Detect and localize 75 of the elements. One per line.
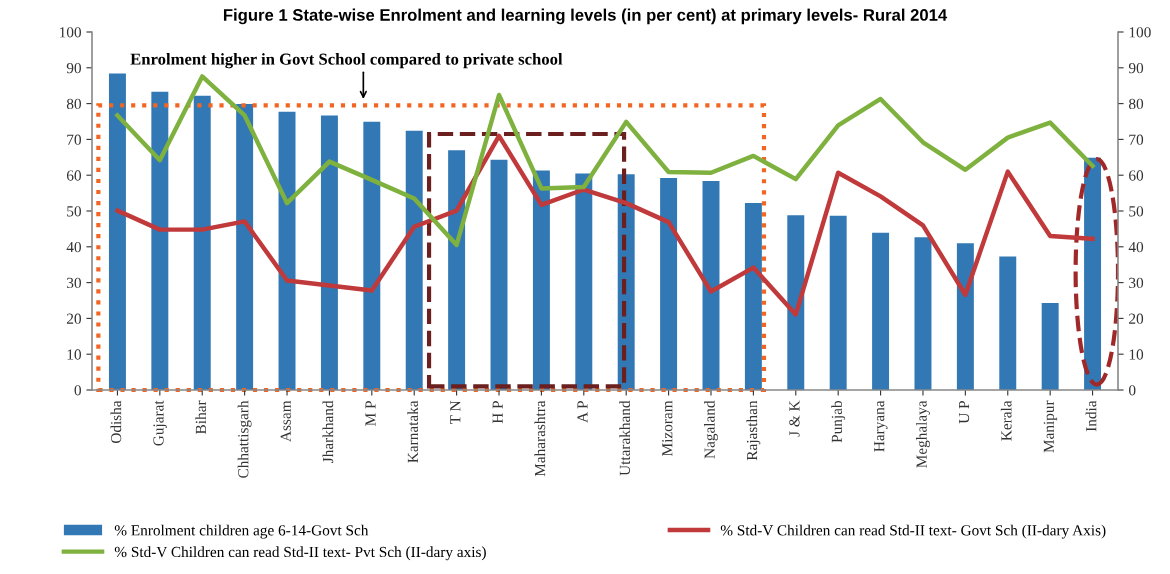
annotation: Enrolment higher in Govt School compared to private school xyxy=(130,53,563,69)
x-tick-label: Bihar xyxy=(195,400,207,434)
x-tick-label: Haryana xyxy=(874,400,888,452)
y-tick-label: 40 xyxy=(66,241,81,253)
bar xyxy=(490,159,508,390)
x-tick-label: Mizoram xyxy=(662,400,673,456)
y-tick-label: 70 xyxy=(67,134,81,145)
bar xyxy=(575,173,593,390)
x-tick-label: Rajasthan xyxy=(746,400,761,461)
legend-label: % Enrolment children age 6-14-Govt Sch xyxy=(114,524,369,539)
bar xyxy=(872,232,890,390)
y-tick-label: 100 xyxy=(60,27,81,38)
bar xyxy=(660,178,678,390)
y2-tick-label: 10 xyxy=(1129,349,1144,360)
x-tick-label: A P xyxy=(577,401,588,423)
x-tick-label: H P xyxy=(492,401,503,424)
y-tick-label: 90 xyxy=(66,62,81,74)
bar xyxy=(320,115,338,390)
x-tick-label: Kerala xyxy=(1000,400,1012,441)
bar xyxy=(744,203,762,390)
x-tick-label: U P xyxy=(959,401,970,424)
bar xyxy=(829,215,847,390)
x-tick-label: Maharashtra xyxy=(534,400,546,477)
y2-tick-label: 100 xyxy=(1129,27,1151,38)
x-tick-label: Odisha xyxy=(110,400,122,444)
x-tick-label: M P xyxy=(365,401,376,426)
x-tick-label: Manipur xyxy=(1043,400,1058,453)
legend-label: % Std-V Children can read Std-II text- Pvt Sch (II-dary axis) xyxy=(114,546,486,561)
x-tick-label: Meghalaya xyxy=(916,400,930,468)
x-tick-label: Assam xyxy=(280,400,291,442)
y-tick-label: 80 xyxy=(66,98,81,110)
bar xyxy=(151,91,169,390)
x-tick-label: India xyxy=(1085,400,1097,432)
bar xyxy=(193,95,211,390)
y2-tick-label: 90 xyxy=(1128,62,1144,74)
y2-tick-label: 60 xyxy=(1129,170,1144,181)
x-tick-label: Uttarakhand xyxy=(619,400,631,476)
y-tick-label: 10 xyxy=(67,349,81,360)
bar xyxy=(914,237,932,390)
bar xyxy=(363,121,381,390)
y-tick-label: 50 xyxy=(67,206,81,217)
bar xyxy=(108,73,126,390)
bar xyxy=(702,180,720,390)
legend-label: % Std-V Children can read Std-II text- Govt Sch (II-dary Axis) xyxy=(720,524,1106,539)
y-tick-label: 20 xyxy=(66,313,81,324)
bar xyxy=(532,170,550,390)
bar xyxy=(787,215,805,390)
x-tick-label: Nagaland xyxy=(704,400,718,459)
y2-tick-label: 20 xyxy=(1129,313,1144,324)
x-tick-label: Jharkhand xyxy=(322,400,334,463)
y-tick-label: 0 xyxy=(74,385,81,396)
x-tick-label: Punjab xyxy=(831,401,846,443)
y2-tick-label: 0 xyxy=(1129,385,1136,396)
chart-title: Figure 1 State-wise Enrolment and learning levels (in per cent) at primary levels- Rural 2014 xyxy=(223,8,948,25)
bar xyxy=(278,111,296,390)
x-tick-label: T N xyxy=(450,400,461,425)
bar xyxy=(236,103,254,390)
x-tick-label: J & K xyxy=(789,400,800,437)
line-series xyxy=(115,74,1095,248)
bar xyxy=(1041,303,1059,390)
bar xyxy=(448,150,466,390)
bar xyxy=(999,256,1017,390)
y2-tick-label: 70 xyxy=(1129,134,1144,145)
x-tick-label: Karnataka xyxy=(407,400,419,463)
bar xyxy=(405,130,423,390)
y-tick-label: 60 xyxy=(66,170,81,181)
y2-tick-label: 50 xyxy=(1129,206,1144,217)
y2-tick-label: 80 xyxy=(1129,98,1144,110)
line-series xyxy=(115,133,1095,317)
bar xyxy=(956,243,974,390)
y2-tick-label: 40 xyxy=(1128,241,1144,253)
x-tick-label: Gujarat xyxy=(153,400,167,446)
y-tick-label: 30 xyxy=(67,277,81,289)
x-tick-label: Chhattisgarh xyxy=(237,400,252,478)
y2-tick-label: 30 xyxy=(1129,277,1144,289)
